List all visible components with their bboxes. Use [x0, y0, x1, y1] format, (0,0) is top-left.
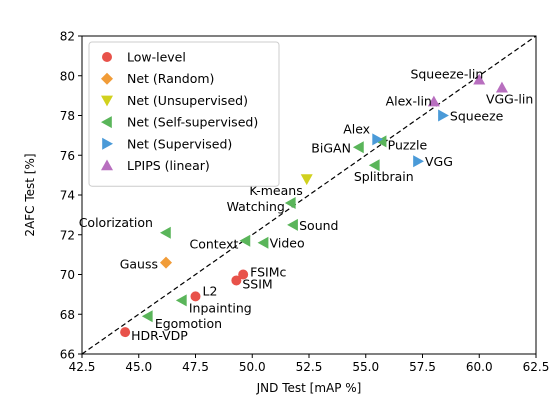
- point-label: Egomotion: [155, 316, 222, 331]
- point-label: VGG-lin: [486, 92, 533, 107]
- data-point-hdr-vdp: [120, 327, 130, 337]
- x-tick-label: 60.0: [466, 360, 493, 374]
- data-point-sound: [287, 219, 298, 231]
- y-tick-label: 80: [60, 69, 75, 83]
- point-label: Context: [189, 237, 238, 252]
- point-label: Splitbrain: [354, 169, 414, 184]
- legend-entry-label: LPIPS (linear): [127, 158, 210, 173]
- y-tick-label: 76: [60, 149, 75, 163]
- x-tick-label: 50.0: [239, 360, 266, 374]
- y-tick-label: 74: [60, 189, 75, 203]
- data-point-inpainting: [176, 294, 187, 306]
- point-label: Video: [270, 236, 305, 251]
- data-point-colorization: [160, 227, 171, 239]
- data-point-context: [239, 235, 250, 247]
- point-label: Gauss: [120, 257, 158, 272]
- legend-entry-label: Low-level: [127, 50, 186, 65]
- data-point-bigan: [353, 141, 364, 153]
- point-label: Squeeze: [450, 109, 504, 124]
- point-label: Inpainting: [189, 300, 252, 315]
- x-tick-label: 57.5: [409, 360, 436, 374]
- point-label: VGG: [425, 154, 453, 169]
- y-tick-label: 78: [60, 109, 75, 123]
- data-point-video: [258, 237, 269, 249]
- point-label: BiGAN: [311, 140, 351, 155]
- y-tick-label: 66: [60, 348, 75, 362]
- y-tick-label: 72: [60, 228, 75, 242]
- x-tick-label: 55.0: [352, 360, 379, 374]
- x-axis-label: JND Test [mAP %]: [256, 381, 362, 395]
- legend-entry-label: Net (Unsupervised): [127, 93, 248, 108]
- point-label: Watching: [227, 199, 285, 214]
- x-tick-label: 42.5: [69, 360, 96, 374]
- legend-entry-label: Net (Random): [127, 71, 214, 86]
- legend-marker: [102, 52, 112, 62]
- point-label: Sound: [299, 218, 338, 233]
- y-tick-label: 70: [60, 268, 75, 282]
- y-tick-label: 82: [60, 30, 75, 44]
- x-tick-label: 62.5: [523, 360, 550, 374]
- data-point-squeeze: [438, 110, 449, 122]
- legend-entry-label: Net (Self-supervised): [127, 115, 258, 130]
- point-label: Colorization: [79, 215, 153, 230]
- x-tick-label: 52.5: [296, 360, 323, 374]
- point-label: Puzzle: [388, 137, 428, 152]
- legend-entry-label: Net (Supervised): [127, 136, 232, 151]
- point-label: L2: [203, 283, 218, 298]
- point-label: Alex-lin: [386, 94, 432, 109]
- point-label: FSIMc: [250, 265, 286, 280]
- x-tick-label: 47.5: [182, 360, 209, 374]
- data-point-gauss: [160, 257, 172, 269]
- data-point-watching: [285, 197, 296, 209]
- y-axis-label: 2AFC Test [%]: [23, 153, 37, 236]
- legend: Low-level Net (Random) Net (Unsupervised) N…: [89, 42, 279, 186]
- point-label: Alex: [343, 121, 370, 136]
- data-point-egomotion: [142, 310, 153, 322]
- data-point-vgg: [413, 155, 424, 167]
- y-tick-label: 68: [60, 308, 75, 322]
- x-tick-label: 45.0: [125, 360, 152, 374]
- point-label: Squeeze-lin: [410, 67, 483, 82]
